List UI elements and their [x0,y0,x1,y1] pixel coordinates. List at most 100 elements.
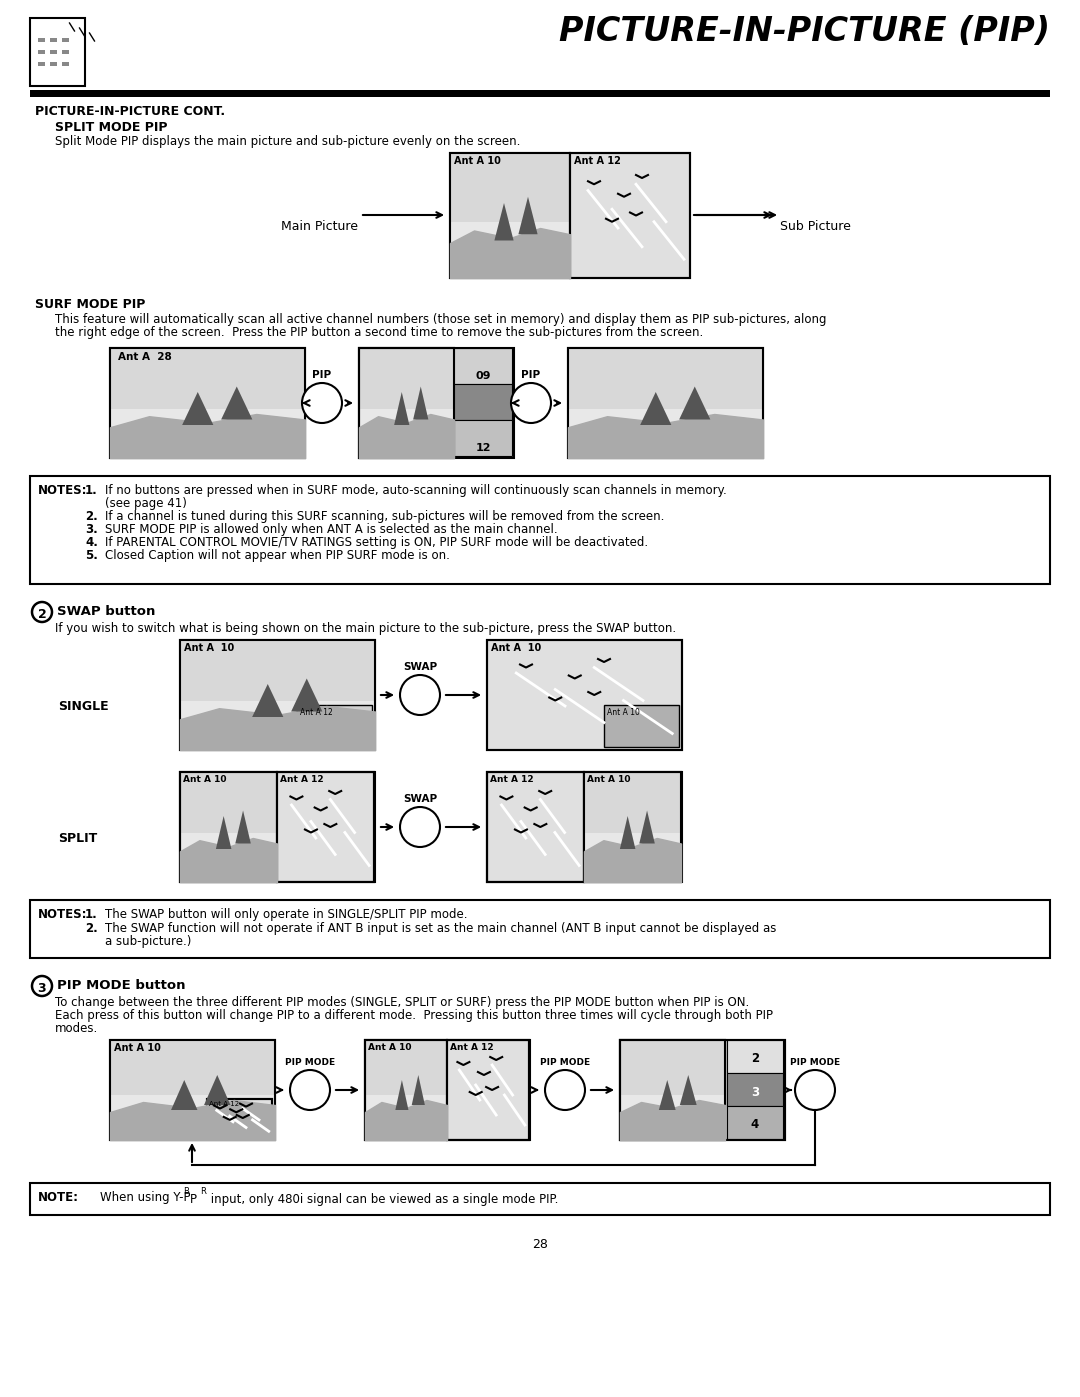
Bar [570,154,690,278]
Circle shape [32,977,52,996]
Text: 3: 3 [38,982,46,995]
Text: 12: 12 [475,443,490,453]
Circle shape [302,383,342,423]
Circle shape [32,602,52,622]
Bar [359,348,454,458]
Polygon shape [620,816,635,849]
Text: To change between the three different PIP modes (SINGLE, SPLIT or SURF) press th: To change between the three different PI… [55,996,750,1009]
Bar [38,50,45,54]
Polygon shape [679,1076,697,1105]
Bar [110,1095,275,1140]
Text: Ant A  10: Ant A 10 [184,643,234,652]
Bar [570,154,690,278]
Text: Ant A 12: Ant A 12 [450,1044,494,1052]
Text: The SWAP function will not operate if ANT B input is set as the main channel (AN: The SWAP function will not operate if AN… [105,922,777,935]
Bar [620,1039,725,1140]
Polygon shape [414,387,429,419]
Bar [207,1099,272,1137]
Bar [180,833,276,882]
Text: SURF MODE PIP: SURF MODE PIP [35,298,146,312]
Text: This feature will automatically scan all active channel numbers (those set in me: This feature will automatically scan all… [55,313,826,326]
Bar [30,1183,1050,1215]
Text: 4: 4 [751,1119,759,1132]
Polygon shape [518,197,538,235]
Text: 2.: 2. [85,922,98,935]
Text: PICTURE-IN-PICTURE CONT.: PICTURE-IN-PICTURE CONT. [35,105,225,117]
Bar [110,348,305,408]
Text: SINGLE: SINGLE [58,700,109,712]
Bar [110,408,305,458]
Polygon shape [679,387,711,419]
Bar [568,348,762,458]
Bar [30,476,1050,584]
Bar [297,705,372,747]
Bar [180,640,375,700]
Text: PIP MODE: PIP MODE [789,1058,840,1067]
Polygon shape [640,393,672,425]
Bar [365,1039,447,1140]
Text: Ant A 12: Ant A 12 [280,775,324,784]
Bar [447,1039,529,1140]
Text: 2: 2 [751,1052,759,1066]
Circle shape [545,1070,585,1111]
Bar [180,773,276,833]
Text: SPLIT: SPLIT [58,833,97,845]
Text: 1.: 1. [85,908,98,921]
Bar [50,61,57,66]
Bar [30,900,1050,958]
Text: Split Mode PIP displays the main picture and sub-picture evenly on the screen.: Split Mode PIP displays the main picture… [55,136,521,148]
Bar [110,1039,275,1140]
Text: NOTES:: NOTES: [38,908,87,921]
Text: Closed Caption will not appear when PIP SURF mode is on.: Closed Caption will not appear when PIP … [105,549,450,562]
Bar [454,348,512,384]
Bar [365,1095,447,1140]
Bar [568,348,762,458]
Circle shape [400,807,440,847]
Polygon shape [659,1080,676,1111]
Bar [620,1039,725,1095]
Bar [50,38,57,42]
Text: Ant A 10: Ant A 10 [368,1044,411,1052]
Text: Sub Picture: Sub Picture [780,219,851,233]
Bar [359,348,454,408]
Circle shape [511,383,551,423]
Text: SURF MODE PIP is allowed only when ANT A is selected as the main channel.: SURF MODE PIP is allowed only when ANT A… [105,522,557,536]
Text: P: P [190,1193,197,1206]
Text: input, only 480i signal can be viewed as a single mode PIP.: input, only 480i signal can be viewed as… [207,1193,558,1206]
Text: Ant A 10: Ant A 10 [607,708,639,717]
Bar [584,773,681,833]
Bar [38,38,45,42]
Bar [620,1039,785,1140]
Bar [584,773,681,882]
Bar [450,154,570,278]
Text: R: R [200,1187,206,1196]
Polygon shape [204,1076,230,1105]
Bar [447,1039,529,1140]
Bar [359,408,454,458]
Bar [604,705,679,747]
Bar [584,833,681,882]
Bar [454,384,512,420]
Text: Ant A 12: Ant A 12 [573,156,621,166]
Bar [62,61,69,66]
Text: SPLIT MODE PIP: SPLIT MODE PIP [55,122,167,134]
Text: 1.: 1. [85,483,98,497]
Bar [487,773,584,882]
Circle shape [291,1070,330,1111]
Bar [359,348,514,458]
Bar [30,89,1050,96]
Text: PIP: PIP [522,370,541,380]
Text: Ant A 10: Ant A 10 [588,775,631,784]
Text: Ant A 10: Ant A 10 [183,775,227,784]
Text: Ant A 12: Ant A 12 [490,775,534,784]
Polygon shape [639,810,654,844]
Polygon shape [235,810,251,844]
Text: Ant A  10: Ant A 10 [491,643,541,652]
Polygon shape [292,679,322,711]
Text: PICTURE-IN-PICTURE (PIP): PICTURE-IN-PICTURE (PIP) [559,15,1050,47]
Bar [450,154,570,278]
Polygon shape [183,393,214,425]
Text: 09: 09 [475,372,490,381]
Bar [180,640,375,750]
Bar [180,700,375,750]
